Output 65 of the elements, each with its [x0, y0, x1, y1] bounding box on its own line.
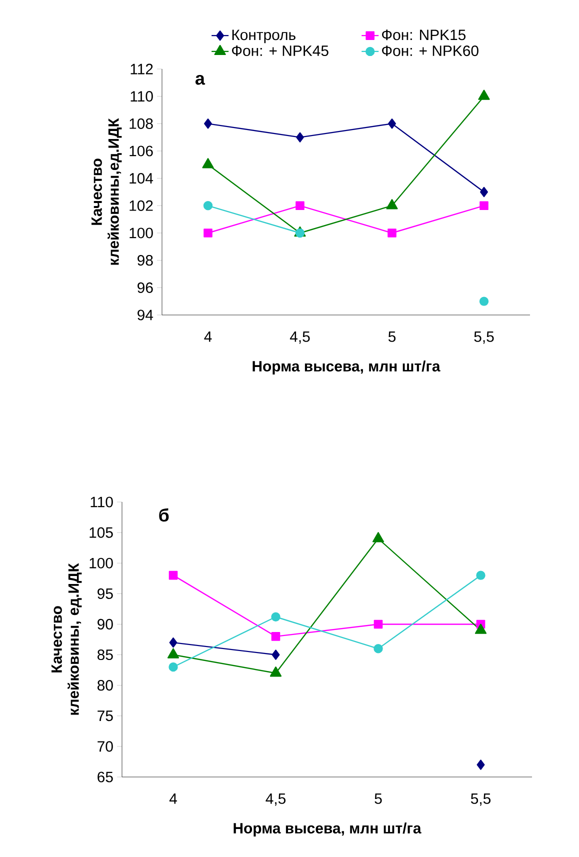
y-tick-label: 104: [130, 173, 154, 184]
point: [271, 612, 280, 622]
y-tick-label: 108: [130, 118, 153, 129]
point: [374, 644, 383, 654]
y-tick-label: 105: [90, 527, 113, 538]
y-axis-title: Качество клейковины,ед.ИДК: [92, 118, 122, 265]
point: [272, 650, 280, 660]
point: [386, 199, 398, 210]
y-tick-label: 75: [98, 710, 113, 722]
point: [271, 632, 280, 641]
point: [479, 296, 489, 306]
point: [480, 201, 488, 210]
y-tick-label: 95: [98, 588, 113, 599]
point: [374, 620, 383, 629]
y-tick-label: 100: [130, 228, 153, 238]
point: [372, 532, 384, 542]
y-tick-label: 102: [130, 200, 153, 211]
point: [168, 570, 178, 580]
point: [474, 624, 487, 634]
y-tick-label: 98: [138, 255, 153, 266]
annotation: б: [159, 508, 169, 522]
x-tick-label: 4,5: [290, 332, 310, 344]
point: [388, 118, 396, 129]
point: [204, 118, 212, 129]
x-tick-label: 4,5: [266, 794, 286, 806]
y-tick-label: 65: [98, 772, 113, 782]
y-tick-label: 110: [90, 496, 113, 508]
y-axis-title: Качество клейковины, ед.ИДК: [52, 563, 82, 715]
x-axis-title: Норма высева, млн шт/га: [234, 822, 422, 836]
point: [296, 201, 304, 210]
point: [476, 760, 485, 770]
y-tick-label: 110: [130, 91, 153, 102]
y-tick-label: 94: [138, 310, 154, 320]
x-tick-label: 4: [169, 794, 177, 804]
x-axis-title: Норма высева, млн шт/га: [252, 360, 440, 374]
point: [480, 186, 488, 198]
x-tick-label: 5: [374, 794, 382, 804]
point: [270, 666, 282, 677]
legend-label: Фон: NPK15: [382, 30, 466, 40]
legend-label: Контроль: [232, 30, 296, 44]
point: [202, 158, 214, 168]
annotation: а: [195, 74, 206, 85]
y-tick-label: 100: [90, 558, 113, 568]
point: [388, 228, 396, 238]
x-tick-label: 5,5: [470, 794, 491, 806]
point: [476, 570, 486, 580]
point: [296, 132, 304, 142]
point: [167, 648, 180, 658]
y-tick-label: 96: [138, 282, 153, 293]
y-tick-label: 90: [98, 618, 113, 630]
x-tick-label: 5,5: [474, 332, 494, 344]
y-tick-label: 106: [130, 146, 153, 156]
point: [204, 228, 212, 238]
x-tick-label: 5: [388, 332, 396, 342]
point: [203, 201, 213, 210]
y-tick-label: 80: [98, 680, 113, 691]
legend-label: Фон: + NPK45: [232, 46, 328, 56]
y-tick-label: 70: [98, 741, 113, 752]
point: [168, 662, 178, 672]
point: [169, 637, 178, 648]
y-tick-label: 85: [98, 649, 113, 660]
y-tick-label: 112: [130, 64, 153, 74]
point: [478, 90, 490, 100]
x-tick-label: 4: [204, 332, 212, 342]
legend-label: Фон: + NPK60: [382, 45, 478, 56]
